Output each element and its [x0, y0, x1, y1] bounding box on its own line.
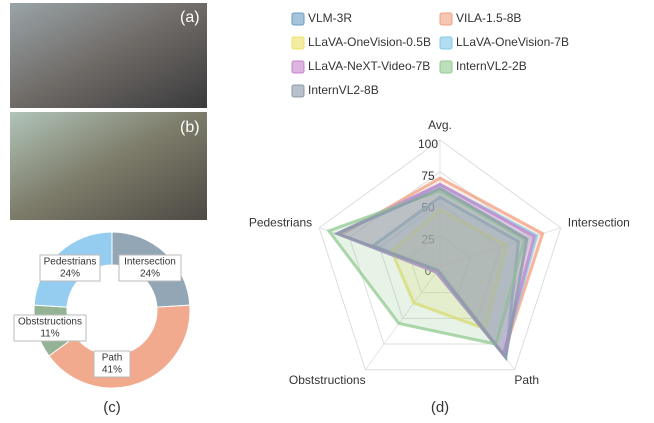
r-tick-label: 0: [425, 264, 432, 278]
slice-value: 11%: [40, 329, 59, 340]
legend-marker: [291, 36, 305, 50]
legend-marker: [291, 12, 305, 26]
legend-label: VILA-1.5-8B: [456, 11, 521, 25]
slice-value: 41%: [102, 365, 122, 376]
label-box: [118, 254, 182, 282]
legend-label: LLaVA-OneVision-0.5B: [308, 35, 431, 49]
legend-marker: [439, 60, 453, 74]
legend-label: VLM-3R: [308, 11, 352, 25]
radar-series: [389, 208, 509, 331]
axis-label: Obststructions: [289, 373, 366, 387]
legend-marker: [439, 36, 453, 50]
r-tick-label: 25: [421, 232, 435, 246]
slice-value: 24%: [60, 269, 80, 280]
donut-slice: [48, 304, 191, 389]
legend-label: LLaVA-OneVision-7B: [456, 35, 569, 49]
axis-label: Pedestrians: [249, 216, 312, 230]
label-box: [39, 254, 101, 282]
slice-label: Obststructions: [18, 317, 82, 328]
slice-label: Path: [102, 353, 123, 364]
spoke: [364, 266, 441, 371]
label-box: [93, 350, 131, 378]
label-box: [13, 314, 87, 342]
grid-ring: [379, 202, 501, 319]
legend-marker: [439, 12, 453, 26]
axis-label: Path: [514, 373, 539, 387]
panel-label: (c): [103, 399, 121, 416]
grid-ring: [318, 139, 562, 371]
radar-series: [333, 186, 529, 361]
photo-label: (a): [180, 9, 200, 26]
photo: [10, 112, 207, 220]
slice-label: Intersection: [124, 257, 176, 268]
legend-marker: [291, 60, 305, 74]
photo-label: (b): [180, 119, 200, 136]
legend-label: InternVL2-8B: [308, 83, 379, 97]
axis-label: Avg.: [428, 118, 452, 132]
r-tick-label: 100: [418, 137, 438, 151]
legend-marker: [291, 84, 305, 98]
legend-label: InternVL2-2B: [456, 59, 527, 73]
spoke: [439, 227, 561, 268]
photo: [10, 3, 207, 108]
legend-label: LLaVA-NeXT-Video-7B: [308, 59, 430, 73]
panel-label: (d): [431, 399, 449, 416]
slice-value: 24%: [140, 269, 160, 280]
axis-label: Intersection: [568, 216, 630, 230]
grid-ring: [409, 234, 471, 294]
slice-label: Pedestrians: [44, 257, 97, 268]
r-tick-label: 75: [421, 169, 435, 183]
